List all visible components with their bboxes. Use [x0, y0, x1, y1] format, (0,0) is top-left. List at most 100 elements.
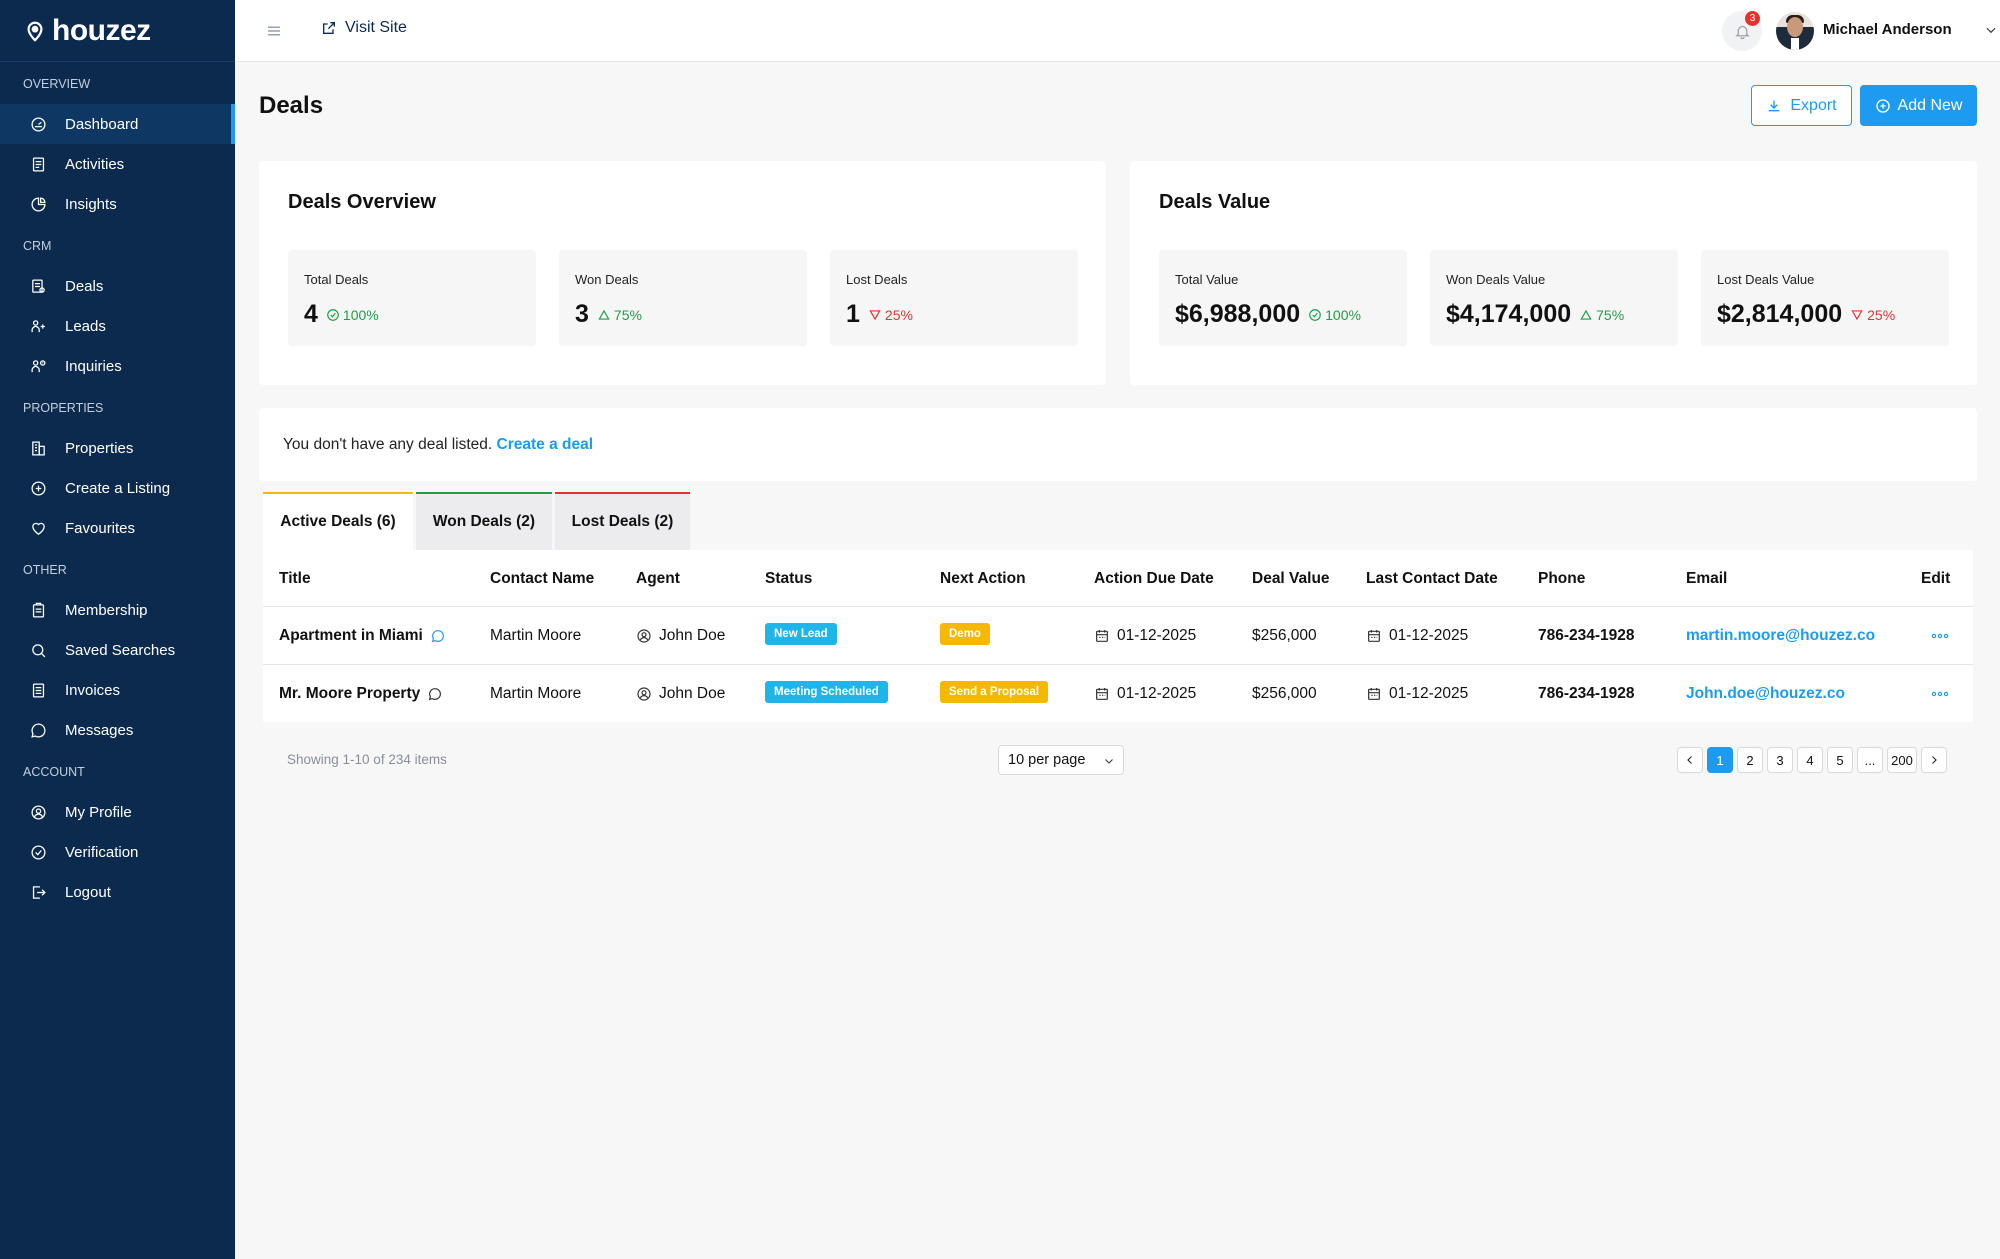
export-button[interactable]: Export — [1751, 85, 1852, 126]
add-new-button[interactable]: Add New — [1860, 85, 1977, 126]
sidebar-item-label: Insights — [65, 195, 117, 213]
sidebar-item-label: Inquiries — [65, 357, 122, 375]
next-action-badge: Demo — [940, 623, 990, 645]
table-row[interactable]: Apartment in Miami Martin Moore John Doe… — [263, 606, 1973, 664]
stat-trend-value: 25% — [1867, 306, 1896, 323]
pagination-page-2[interactable]: 2 — [1737, 747, 1763, 773]
sidebar-item-insights[interactable]: Insights — [0, 184, 235, 224]
pagination-page-3[interactable]: 3 — [1767, 747, 1793, 773]
due-date: 01-12-2025 — [1117, 685, 1197, 702]
section-properties: PROPERTIES — [23, 401, 104, 415]
sidebar-item-leads[interactable]: Leads — [0, 306, 235, 346]
sidebar-item-invoices[interactable]: Invoices — [0, 670, 235, 710]
deals-value-card: Deals Value Total Value $6,988,000 100% … — [1130, 161, 1977, 385]
triangle-up-icon — [1580, 309, 1592, 320]
column-header-next-action[interactable]: Next Action — [940, 570, 1026, 587]
sidebar-item-logout[interactable]: Logout — [0, 872, 235, 912]
per-page-select[interactable]: 10 per page — [998, 745, 1124, 775]
email-link[interactable]: martin.moore@houzez.co — [1686, 627, 1876, 644]
tab-lost-deals[interactable]: Lost Deals (2) — [555, 492, 690, 550]
pagination-page-5[interactable]: 5 — [1827, 747, 1853, 773]
more-options-icon[interactable] — [1931, 691, 1949, 697]
column-header-contact[interactable]: Contact Name — [490, 570, 595, 587]
contact-name: Martin Moore — [490, 685, 582, 702]
tab-won-deals[interactable]: Won Deals (2) — [416, 492, 552, 550]
showing-count: Showing 1-10 of 234 items — [287, 752, 447, 767]
notifications-button[interactable]: 3 — [1722, 11, 1762, 51]
stat-trend-value: 100% — [1325, 306, 1361, 323]
sidebar-item-label: Messages — [65, 721, 134, 739]
location-pin-icon — [27, 21, 43, 42]
check-circle-icon — [1309, 308, 1321, 321]
deal-title-cell[interactable]: Apartment in Miami — [279, 627, 446, 645]
column-header-title[interactable]: Title — [279, 570, 311, 587]
pagination-page-4[interactable]: 4 — [1797, 747, 1823, 773]
visit-site-link[interactable]: Visit Site — [321, 19, 407, 37]
pagination-page-last[interactable]: 200 — [1887, 747, 1917, 773]
user-name[interactable]: Michael Anderson — [1823, 21, 1952, 38]
sidebar: houzez OVERVIEW Dashboard Activities Ins… — [0, 0, 235, 1259]
pagination-page-1[interactable]: 1 — [1707, 747, 1733, 773]
due-date: 01-12-2025 — [1117, 627, 1197, 644]
more-options-icon[interactable] — [1931, 633, 1949, 639]
sidebar-item-verification[interactable]: Verification — [0, 832, 235, 872]
column-header-deal-value[interactable]: Deal Value — [1252, 570, 1330, 587]
sidebar-item-dashboard[interactable]: Dashboard — [0, 104, 235, 144]
last-contact-date: 01-12-2025 — [1389, 627, 1469, 644]
due-date-cell: 01-12-2025 — [1094, 627, 1196, 645]
chevron-down-icon[interactable] — [1984, 23, 1998, 37]
phone: 786-234-1928 — [1538, 627, 1635, 644]
hamburger-menu-icon[interactable] — [265, 22, 283, 40]
stat-number: $2,814,000 — [1717, 300, 1843, 328]
stat-trend: 100% — [1308, 307, 1361, 323]
due-date-cell: 01-12-2025 — [1094, 685, 1196, 703]
sidebar-item-membership[interactable]: Membership — [0, 590, 235, 630]
stat-trend-value: 25% — [884, 306, 913, 323]
sidebar-item-label: Leads — [65, 317, 106, 335]
deals-icon — [32, 278, 45, 293]
sidebar-item-inquiries[interactable]: Inquiries — [0, 346, 235, 386]
stat-lost-deals: Lost Deals 1 25% — [830, 250, 1078, 346]
triangle-down-icon — [869, 309, 881, 320]
per-page-value: 10 per page — [1008, 752, 1086, 768]
sidebar-item-properties[interactable]: Properties — [0, 428, 235, 468]
user-circle-icon — [31, 804, 46, 820]
create-deal-link[interactable]: Create a deal — [496, 436, 594, 453]
stat-number: $4,174,000 — [1446, 300, 1572, 328]
stat-trend: 75% — [597, 307, 642, 323]
sidebar-item-deals[interactable]: Deals — [0, 266, 235, 306]
column-header-last-contact[interactable]: Last Contact Date — [1366, 570, 1498, 587]
sidebar-item-activities[interactable]: Activities — [0, 144, 235, 184]
dashboard-icon — [31, 116, 46, 132]
calendar-icon — [1096, 630, 1108, 642]
table-row[interactable]: Mr. Moore Property Martin Moore John Doe… — [263, 664, 1973, 722]
sidebar-item-favourites[interactable]: Favourites — [0, 508, 235, 548]
column-header-email[interactable]: Email — [1686, 570, 1728, 587]
chevron-right-icon — [1932, 756, 1937, 764]
chat-bubble-icon[interactable] — [430, 628, 446, 644]
column-header-due-date[interactable]: Action Due Date — [1094, 570, 1214, 587]
deal-title-cell[interactable]: Mr. Moore Property — [279, 685, 443, 703]
stat-value: 3 75% — [575, 300, 642, 329]
tab-active-deals[interactable]: Active Deals (6) — [263, 492, 413, 550]
sidebar-item-saved-searches[interactable]: Saved Searches — [0, 630, 235, 670]
sidebar-item-my-profile[interactable]: My Profile — [0, 792, 235, 832]
brand-logo[interactable]: houzez — [0, 0, 235, 62]
email-link[interactable]: John.doe@houzez.co — [1686, 685, 1845, 702]
sidebar-item-label: Saved Searches — [65, 641, 176, 659]
stat-label: Total Deals — [304, 272, 369, 287]
pagination-next[interactable] — [1921, 747, 1947, 773]
contact-name: Martin Moore — [490, 627, 582, 644]
heart-icon — [32, 522, 45, 535]
sidebar-item-messages[interactable]: Messages — [0, 710, 235, 750]
chat-bubble-icon[interactable] — [427, 686, 443, 702]
column-header-agent[interactable]: Agent — [636, 570, 680, 587]
stat-number: 1 — [846, 300, 860, 328]
invoice-icon — [32, 682, 45, 698]
building-icon — [32, 440, 45, 456]
pagination-prev[interactable] — [1677, 747, 1703, 773]
sidebar-item-create-listing[interactable]: Create a Listing — [0, 468, 235, 508]
column-header-phone[interactable]: Phone — [1538, 570, 1586, 587]
user-avatar[interactable] — [1776, 12, 1814, 50]
column-header-status[interactable]: Status — [765, 570, 813, 587]
